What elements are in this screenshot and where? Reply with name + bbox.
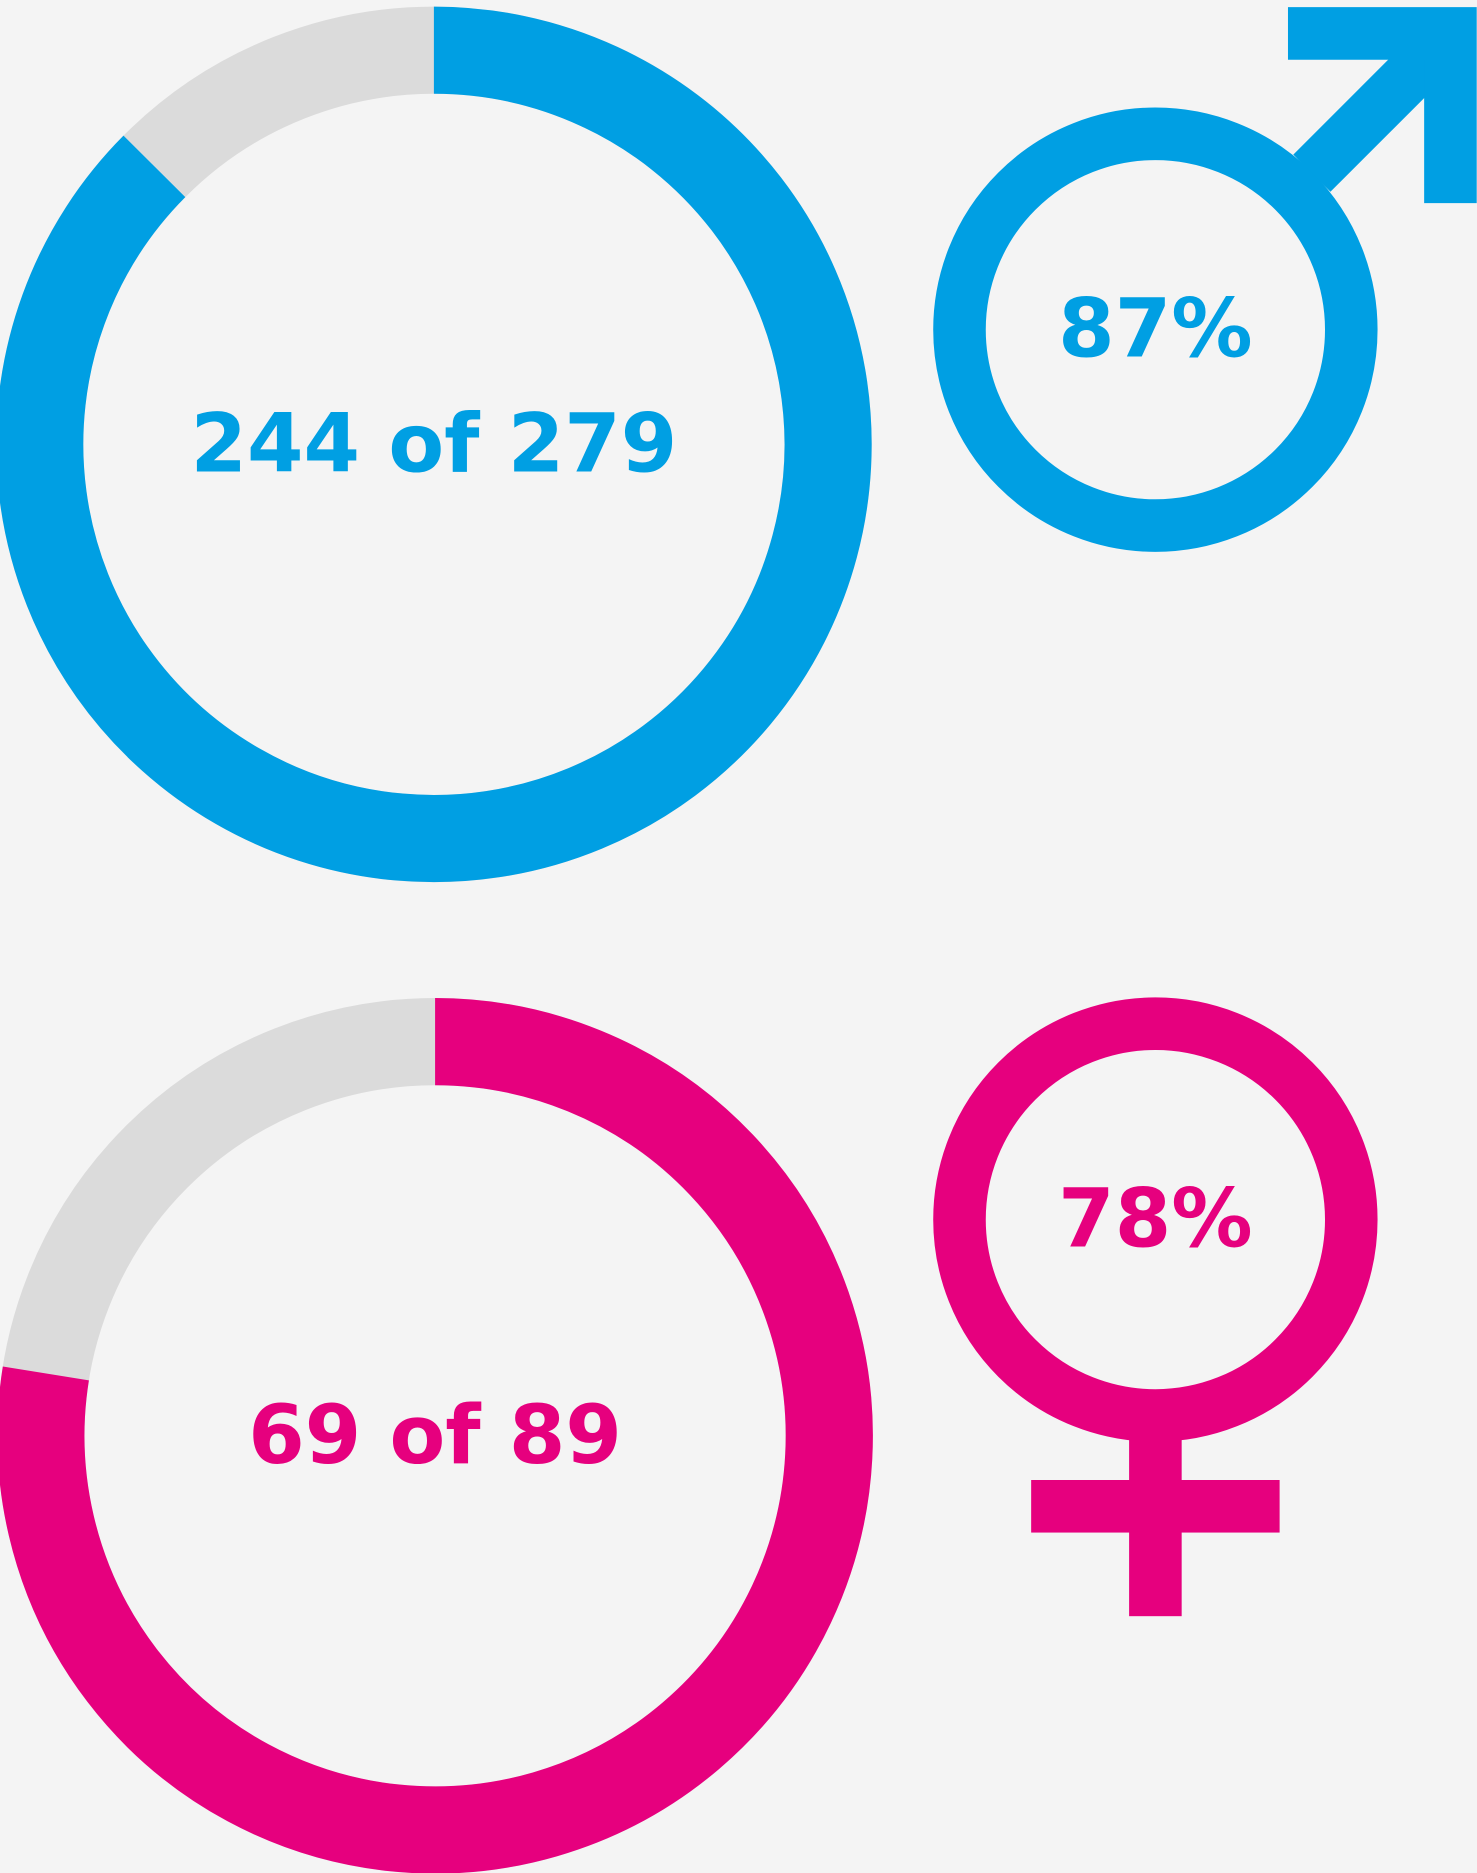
male-symbol-ring bbox=[933, 107, 1378, 552]
donut-arc bbox=[0, 6, 872, 883]
donut-label: 244 of 279 bbox=[191, 397, 678, 491]
percent-label: 78% bbox=[1058, 1173, 1252, 1267]
female-symbol-cross bbox=[1031, 1480, 1280, 1533]
donut-label: 69 of 89 bbox=[248, 1389, 622, 1483]
donut-arc bbox=[0, 998, 873, 1873]
percent-label: 87% bbox=[1058, 283, 1252, 377]
male-symbol-arrowhead bbox=[1287, 7, 1477, 204]
